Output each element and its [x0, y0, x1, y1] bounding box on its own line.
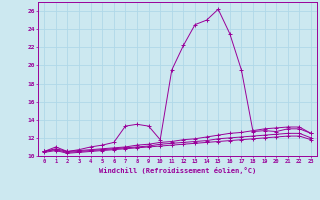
X-axis label: Windchill (Refroidissement éolien,°C): Windchill (Refroidissement éolien,°C): [99, 167, 256, 174]
